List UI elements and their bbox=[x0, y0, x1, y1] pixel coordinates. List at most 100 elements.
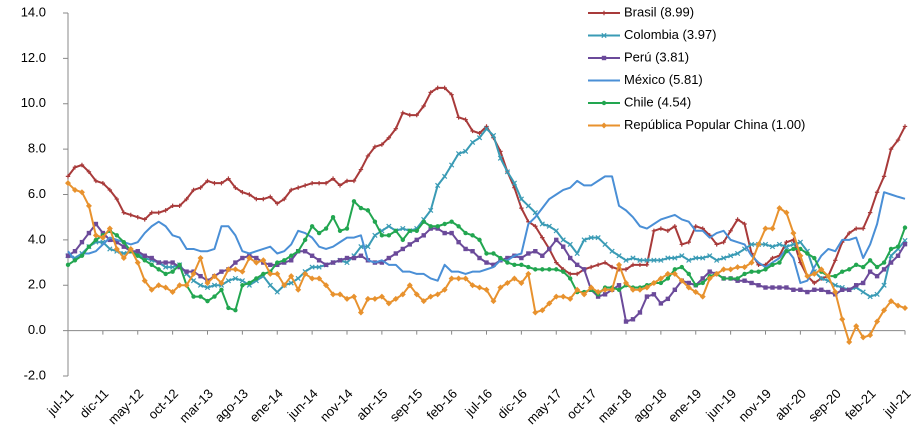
marker bbox=[595, 262, 601, 268]
marker bbox=[267, 270, 274, 277]
marker bbox=[874, 264, 880, 270]
marker bbox=[421, 219, 426, 224]
marker bbox=[700, 280, 705, 286]
marker bbox=[742, 278, 747, 283]
marker bbox=[65, 253, 71, 258]
marker bbox=[616, 287, 622, 292]
legend-label: Brasil (8.99) bbox=[624, 4, 694, 19]
marker bbox=[79, 239, 85, 245]
legend-label: Chile (4.54) bbox=[624, 94, 691, 109]
marker bbox=[205, 178, 210, 184]
marker bbox=[574, 250, 580, 257]
marker bbox=[65, 262, 71, 268]
x-tick-label: feb-16 bbox=[423, 386, 460, 423]
marker bbox=[330, 260, 336, 265]
marker bbox=[86, 230, 92, 236]
marker bbox=[358, 244, 364, 250]
marker bbox=[275, 260, 280, 265]
marker bbox=[400, 110, 405, 116]
marker bbox=[664, 270, 671, 277]
marker bbox=[449, 92, 454, 97]
marker bbox=[351, 255, 357, 261]
marker bbox=[671, 270, 678, 277]
marker bbox=[198, 185, 203, 190]
marker bbox=[378, 293, 385, 300]
marker bbox=[700, 255, 706, 261]
marker bbox=[581, 267, 587, 272]
x-tick-label: ago-18 bbox=[630, 386, 669, 425]
marker bbox=[135, 249, 140, 254]
marker bbox=[386, 233, 392, 238]
marker bbox=[721, 276, 726, 281]
marker bbox=[595, 289, 602, 296]
marker bbox=[686, 257, 692, 263]
marker bbox=[483, 286, 490, 293]
marker bbox=[833, 273, 838, 279]
marker bbox=[505, 255, 510, 261]
marker bbox=[163, 264, 169, 270]
marker bbox=[289, 253, 294, 258]
marker bbox=[233, 308, 238, 313]
marker bbox=[477, 255, 482, 261]
marker bbox=[853, 323, 860, 330]
marker bbox=[748, 259, 755, 266]
marker bbox=[442, 221, 447, 227]
marker bbox=[302, 270, 309, 277]
marker bbox=[874, 318, 881, 325]
marker bbox=[261, 271, 266, 277]
legend-entry: Chile (4.54) bbox=[588, 94, 691, 109]
marker bbox=[798, 287, 803, 292]
marker bbox=[728, 253, 734, 259]
marker bbox=[344, 255, 350, 261]
marker bbox=[672, 267, 678, 272]
marker bbox=[156, 260, 161, 265]
marker bbox=[881, 174, 887, 179]
marker bbox=[212, 180, 217, 186]
marker bbox=[540, 235, 545, 240]
marker bbox=[92, 232, 99, 239]
marker bbox=[350, 293, 357, 300]
marker bbox=[511, 180, 518, 186]
marker bbox=[672, 224, 678, 229]
marker bbox=[665, 255, 671, 261]
marker bbox=[330, 291, 337, 298]
marker bbox=[601, 10, 607, 16]
marker bbox=[274, 270, 281, 277]
marker bbox=[177, 262, 182, 268]
marker bbox=[100, 230, 106, 236]
marker bbox=[163, 208, 168, 213]
marker bbox=[183, 282, 190, 289]
marker bbox=[232, 266, 239, 273]
marker bbox=[435, 224, 440, 229]
marker bbox=[435, 182, 441, 189]
x-tick-label: jul-21 bbox=[880, 386, 914, 420]
marker bbox=[777, 285, 782, 290]
marker bbox=[205, 298, 210, 304]
marker bbox=[790, 230, 797, 237]
marker bbox=[141, 277, 148, 284]
marker bbox=[526, 264, 531, 270]
marker bbox=[197, 282, 204, 288]
marker bbox=[561, 244, 566, 249]
marker bbox=[630, 317, 636, 322]
marker bbox=[344, 226, 350, 231]
marker bbox=[421, 103, 426, 109]
marker bbox=[442, 230, 447, 236]
marker bbox=[693, 283, 698, 288]
marker bbox=[240, 255, 245, 261]
marker bbox=[268, 194, 273, 199]
marker bbox=[554, 267, 559, 272]
marker bbox=[121, 210, 126, 215]
marker bbox=[413, 291, 420, 298]
marker bbox=[685, 284, 692, 291]
legend-entry: Colombia (3.97) bbox=[588, 27, 717, 42]
marker bbox=[281, 282, 288, 289]
marker bbox=[351, 178, 357, 184]
marker bbox=[847, 267, 852, 272]
marker bbox=[601, 100, 607, 106]
marker bbox=[839, 316, 846, 323]
marker bbox=[442, 173, 448, 179]
y-tick-label: 10.0 bbox=[21, 95, 46, 110]
series bbox=[65, 85, 908, 286]
x-tick-label: mar-13 bbox=[176, 386, 216, 426]
